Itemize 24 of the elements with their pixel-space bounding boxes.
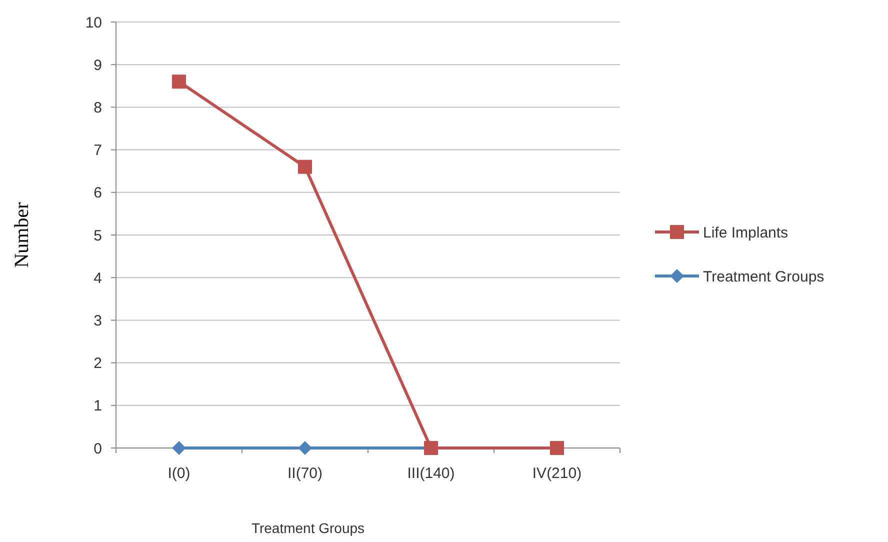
point	[550, 441, 564, 455]
y-tick-label: 5	[94, 227, 102, 244]
y-tick-label: 1	[94, 398, 102, 415]
point	[298, 441, 312, 455]
x-tick-label: III(140)	[407, 465, 455, 482]
legend-label: Treatment Groups	[703, 268, 824, 286]
point	[172, 74, 186, 89]
y-tick-label: 4	[94, 270, 102, 287]
y-tick-label: 3	[94, 312, 102, 330]
x-axis-title: Treatment Groups	[251, 520, 365, 536]
y-tick-label: 8	[94, 99, 102, 116]
y-tick-label: 0	[94, 440, 102, 458]
point	[298, 160, 312, 174]
y-tick-label: 6	[94, 184, 102, 202]
y-axis-title: Number	[11, 202, 33, 268]
y-tick-label: 10	[85, 14, 102, 32]
point	[172, 441, 186, 455]
y-tick-label: 7	[94, 142, 102, 160]
y-tick-label: 9	[94, 56, 102, 74]
y-tick-label: 2	[94, 355, 102, 372]
x-tick-label: I(0)	[168, 465, 190, 482]
x-tick-label: IV(210)	[532, 465, 582, 482]
x-tick-label: II(70)	[287, 465, 323, 482]
legend-label: Life Implants	[703, 224, 788, 242]
